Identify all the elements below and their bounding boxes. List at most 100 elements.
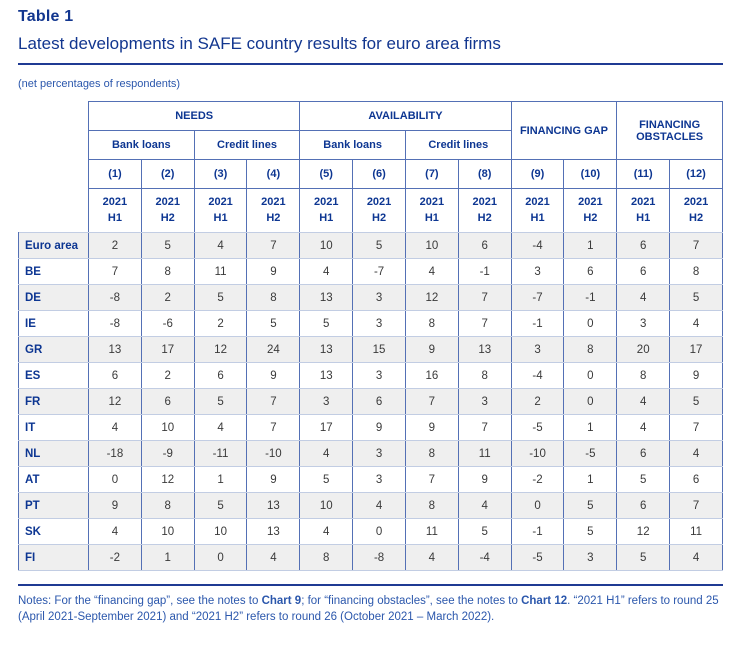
value-cell: 3 [457,388,512,415]
value-cell: -6 [140,310,195,337]
column-group-financing-obstacles: FINANCING OBSTACLES [616,101,723,160]
value-cell: 5 [193,492,248,519]
value-cell: 8 [246,284,301,311]
value-cell: -10 [510,440,565,467]
value-cell: 4 [193,414,248,441]
table-row: GR 13 17 12 24 13 15 9 13 3 8 20 17 [18,336,723,363]
column-subgroup-bank-loans: Bank loans [88,130,195,160]
value-cell: 6 [616,440,671,467]
value-cell: 0 [352,518,406,545]
value-cell: 6 [457,232,512,259]
value-cell: 8 [563,336,618,363]
value-cell: 5 [457,518,512,545]
value-cell: 4 [299,258,354,285]
value-cell: 17 [140,336,195,363]
value-cell: 5 [669,388,723,415]
value-cell: 13 [246,492,301,519]
column-number: (2) [140,159,195,189]
value-cell: 0 [88,466,142,493]
value-cell: 4 [616,388,671,415]
value-cell: 6 [563,258,618,285]
column-number: (6) [352,159,406,189]
value-cell: 7 [246,232,301,259]
column-group-financing-gap: FINANCING GAP [510,101,618,160]
value-cell: 11 [404,518,459,545]
table-row: ES 6 2 6 9 13 3 16 8 -4 0 8 9 [18,362,723,389]
column-group-availability: AVAILABILITY [299,101,512,131]
value-cell: -1 [563,284,618,311]
table-body: Euro area 2 5 4 7 10 5 10 6 -4 1 6 7 BE 7 8 11 9 4 -7 4 -1 3 6 6… [18,232,723,571]
row-label-nl: NL [18,440,89,467]
value-cell: 2 [88,232,142,259]
value-cell: 9 [457,466,512,493]
value-cell: 20 [616,336,671,363]
value-cell: -7 [352,258,406,285]
value-cell: 3 [563,544,618,571]
value-cell: 6 [140,388,195,415]
value-cell: 1 [563,232,618,259]
value-cell: 6 [616,492,671,519]
value-cell: 7 [457,284,512,311]
chart-reference: Chart 9 [261,595,302,607]
notes-text: ; for “financing obstacles”, see the not… [301,595,522,607]
value-cell: 0 [510,492,565,519]
value-cell: 3 [299,388,354,415]
row-label-fi: FI [18,544,89,571]
value-cell: 7 [669,492,723,519]
value-cell: 4 [193,232,248,259]
value-cell: 6 [669,466,723,493]
column-number: (11) [616,159,671,189]
value-cell: 5 [669,284,723,311]
value-cell: 9 [88,492,142,519]
value-cell: 6 [616,232,671,259]
table-corner [18,101,89,233]
value-cell: 4 [669,310,723,337]
column-period: 2021 H1 [404,188,459,233]
value-cell: 3 [616,310,671,337]
notes-text: . “2021 H1” refers to round 25 (April 20… [18,595,719,623]
notes: Notes: For the “financing gap”, see the … [18,593,723,625]
value-cell: 13 [299,284,354,311]
value-cell: 3 [352,284,406,311]
column-period: 2021 H2 [246,188,301,233]
table-row: IE -8 -6 2 5 5 3 8 7 -1 0 3 4 [18,310,723,337]
value-cell: 8 [404,310,459,337]
column-number: (7) [404,159,459,189]
value-cell: 5 [299,466,354,493]
value-cell: 10 [299,492,354,519]
table-row: PT 9 8 5 13 10 4 8 4 0 5 6 7 [18,492,723,519]
column-period: 2021 H2 [563,188,618,233]
value-cell: 13 [299,336,354,363]
value-cell: 7 [457,414,512,441]
value-cell: -1 [457,258,512,285]
value-cell: 12 [404,284,459,311]
value-cell: 12 [140,466,195,493]
table-row: FR 12 6 5 7 3 6 7 3 2 0 4 5 [18,388,723,415]
value-cell: 7 [669,232,723,259]
page: Table 1 Latest developments in SAFE coun… [18,8,723,625]
table-header: NEEDS AVAILABILITY FINANCING GAP FINANCING … [18,101,723,233]
value-cell: -10 [246,440,301,467]
value-cell: 9 [246,466,301,493]
value-cell: 11 [457,440,512,467]
value-cell: 16 [404,362,459,389]
table-row: FI -2 1 0 4 8 -8 4 -4 -5 3 5 4 [18,544,723,571]
value-cell: 9 [246,362,301,389]
value-cell: 3 [510,336,565,363]
value-cell: 8 [404,440,459,467]
value-cell: 3 [352,440,406,467]
value-cell: -5 [510,544,565,571]
column-period: 2021 H1 [193,188,248,233]
column-number: (9) [510,159,565,189]
value-cell: 4 [299,440,354,467]
value-cell: 4 [616,284,671,311]
value-cell: 2 [193,310,248,337]
value-cell: 8 [140,258,195,285]
value-cell: 5 [299,310,354,337]
column-period: 2021 H2 [352,188,406,233]
value-cell: 7 [88,258,142,285]
value-cell: 12 [193,336,248,363]
row-label-at: AT [18,466,89,493]
row-label-sk: SK [18,518,89,545]
value-cell: 4 [88,518,142,545]
